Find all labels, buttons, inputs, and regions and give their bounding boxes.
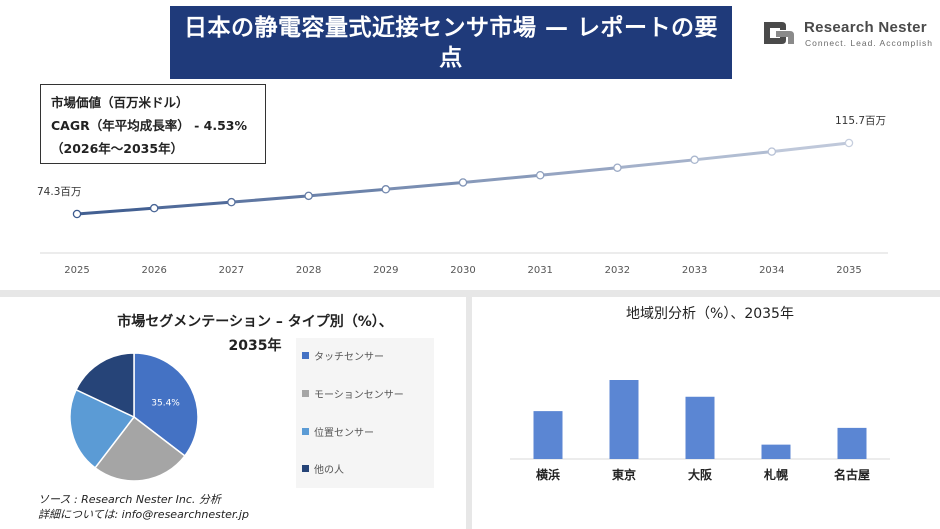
pie-legend: タッチセンサーモーションセンサー 位置センサー 他の人: [296, 338, 434, 488]
data-point: [535, 170, 545, 180]
pie-slice: [133, 352, 199, 457]
line-segment: [461, 173, 542, 184]
line-segment: [307, 187, 388, 198]
x-tick-label: 2029: [373, 265, 398, 276]
bar: [685, 396, 715, 459]
data-point: [613, 163, 622, 172]
market-info-box: 市場価値（百万米ドル） CAGR（年平均成長率） - 4.53% （2026年～…: [40, 84, 266, 164]
line-segment: [152, 200, 233, 210]
bar-category-label: 大阪: [688, 467, 713, 482]
line-segment: [770, 141, 851, 154]
bar: [761, 444, 791, 459]
region-bar-chart: 横浜 東京 大阪 札幌 名古屋: [510, 380, 890, 482]
legend-item: 位置センサー: [302, 423, 374, 439]
legend-item: モーションセンサー: [302, 385, 404, 401]
x-tick-label: 2025: [64, 265, 89, 276]
line-segment: [693, 150, 774, 162]
pie-slice: [69, 388, 136, 469]
x-tick-label: 2027: [219, 265, 244, 276]
section-divider: [0, 290, 940, 297]
x-tick-label: 2028: [296, 265, 321, 276]
legend-label: タッチセンサー: [314, 351, 384, 363]
first-value-label: 74.3百万: [37, 186, 81, 198]
bar: [533, 411, 563, 459]
data-point: [844, 138, 854, 148]
x-tick-label: 2030: [450, 265, 475, 276]
x-tick-label: 2031: [527, 265, 552, 276]
legend-swatch: [302, 389, 309, 397]
x-tick-label: 2033: [682, 265, 707, 276]
type-segment-pie-chart: 35.4%: [69, 352, 199, 482]
research-nester-logo: Research Nester Connect. Lead. Accomplis…: [760, 16, 936, 56]
last-value-label: 115.7百万: [835, 115, 886, 127]
legend-item: 他の人: [302, 460, 344, 476]
bar: [837, 427, 867, 459]
line-segment: [229, 194, 311, 204]
bar-category-label: 横浜: [536, 467, 560, 482]
data-point: [227, 197, 236, 207]
segment-title: 市場セグメンテーション – タイプ別（%）、 2035年: [95, 310, 415, 358]
logo-name: Research Nester: [804, 19, 927, 36]
segment-title-line2: 2035年: [228, 338, 282, 354]
bar-category-label: 名古屋: [834, 467, 870, 482]
line-segment: [75, 206, 156, 216]
bar-category-label: 札幌: [763, 467, 788, 482]
pie-slice: [75, 352, 135, 419]
legend-item: タッチセンサー: [302, 347, 384, 363]
bar: [609, 380, 639, 459]
panel-divider: [466, 297, 472, 529]
pie-data-label: 35.4%: [151, 398, 180, 408]
source-line: ソース : Research Nester Inc. 分析: [38, 493, 221, 506]
data-point: [767, 147, 777, 156]
legend-label: 位置センサー: [314, 427, 374, 439]
data-point: [381, 185, 391, 194]
source-note: ソース : Research Nester Inc. 分析 詳細については: i…: [38, 492, 249, 522]
data-point: [458, 178, 468, 187]
data-point: [149, 203, 159, 213]
contact-line: 詳細については: info@researchnester.jp: [38, 508, 249, 521]
legend-swatch: [302, 464, 309, 472]
legend-label: モーションセンサー: [314, 389, 404, 401]
data-point: [72, 209, 82, 219]
data-point: [304, 191, 313, 201]
report-title: 日本の静電容量式近接センサ市場 — レポートの要点: [184, 14, 719, 71]
bar-category-label: 東京: [612, 467, 636, 482]
x-tick-label: 2026: [141, 265, 166, 276]
report-title-banner: 日本の静電容量式近接センサ市場 — レポートの要点: [170, 6, 732, 79]
logo-mark-icon: [764, 22, 794, 44]
legend-swatch: [302, 351, 309, 359]
x-tick-label: 2034: [759, 265, 784, 276]
segment-title-line1: 市場セグメンテーション – タイプ別（%）、: [117, 314, 393, 330]
market-value-label: 市場価値（百万米ドル）: [51, 95, 189, 110]
region-title: 地域別分析（%）、2035年: [626, 306, 794, 322]
legend-swatch: [302, 427, 309, 435]
data-point: [690, 155, 699, 165]
line-segment: [538, 166, 619, 177]
legend-label: 他の人: [314, 464, 344, 476]
cagr-period-label: （2026年～2035年）: [51, 141, 184, 156]
x-tick-label: 2032: [605, 265, 630, 276]
pie-slice: [94, 415, 186, 482]
cagr-label: CAGR（年平均成長率） - 4.53%: [51, 118, 247, 133]
line-segment: [615, 158, 697, 170]
logo-tagline: Connect. Lead. Accomplish: [805, 38, 934, 48]
line-segment: [384, 180, 465, 191]
x-tick-label: 2035: [836, 265, 861, 276]
market-value-line-chart: 2025 2026 2027 2028 2029 2030 2031 2032 2033 2034…: [37, 115, 888, 276]
